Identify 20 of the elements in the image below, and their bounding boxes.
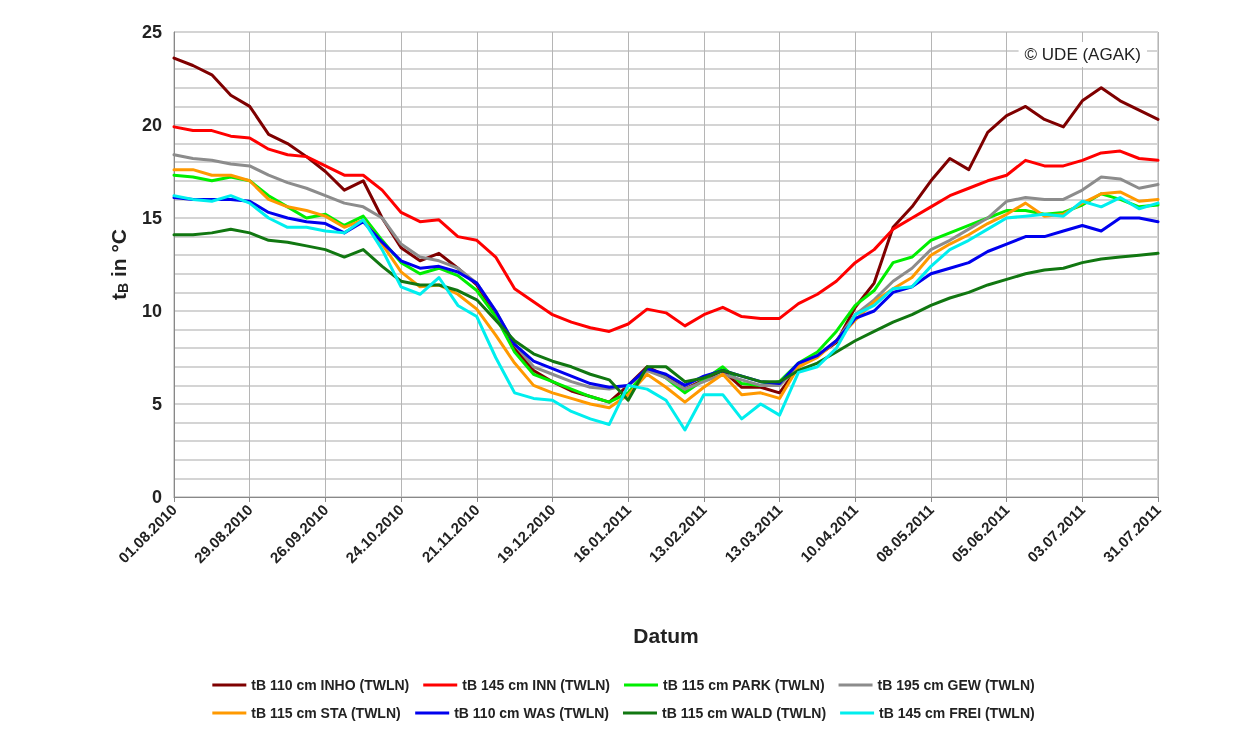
y-tick-label: 0 [151,487,162,507]
y-axis-title: tB in °C [106,229,131,300]
y-tick-label: 25 [141,22,162,42]
legend-label: tB 145 cm FREI (TWLN) [879,705,1035,721]
legend-label: tB 110 cm WAS (TWLN) [454,705,609,721]
y-tick-label: 15 [141,208,162,228]
y-tick-label: 10 [141,301,162,321]
line-series [172,227,1160,402]
line-series [172,125,1160,333]
y-tick-label: 20 [141,115,162,135]
annotation: © UDE (AGAK) [1024,45,1142,64]
legend-label: tB 145 cm INN (TWLN) [462,677,611,693]
legend-label: tB 115 cm WALD (TWLN) [661,705,827,721]
legend-label: tB 115 cm STA (TWLN) [251,705,401,721]
x-axis-title: Datum [633,624,699,647]
legend-label: tB 110 cm INHO (TWLN) [251,677,410,693]
y-tick-label: 5 [151,394,162,414]
legend-label: tB 115 cm PARK (TWLN) [663,677,825,693]
legend-label: tB 195 cm GEW (TWLN) [877,677,1035,693]
line-series [172,194,1160,432]
